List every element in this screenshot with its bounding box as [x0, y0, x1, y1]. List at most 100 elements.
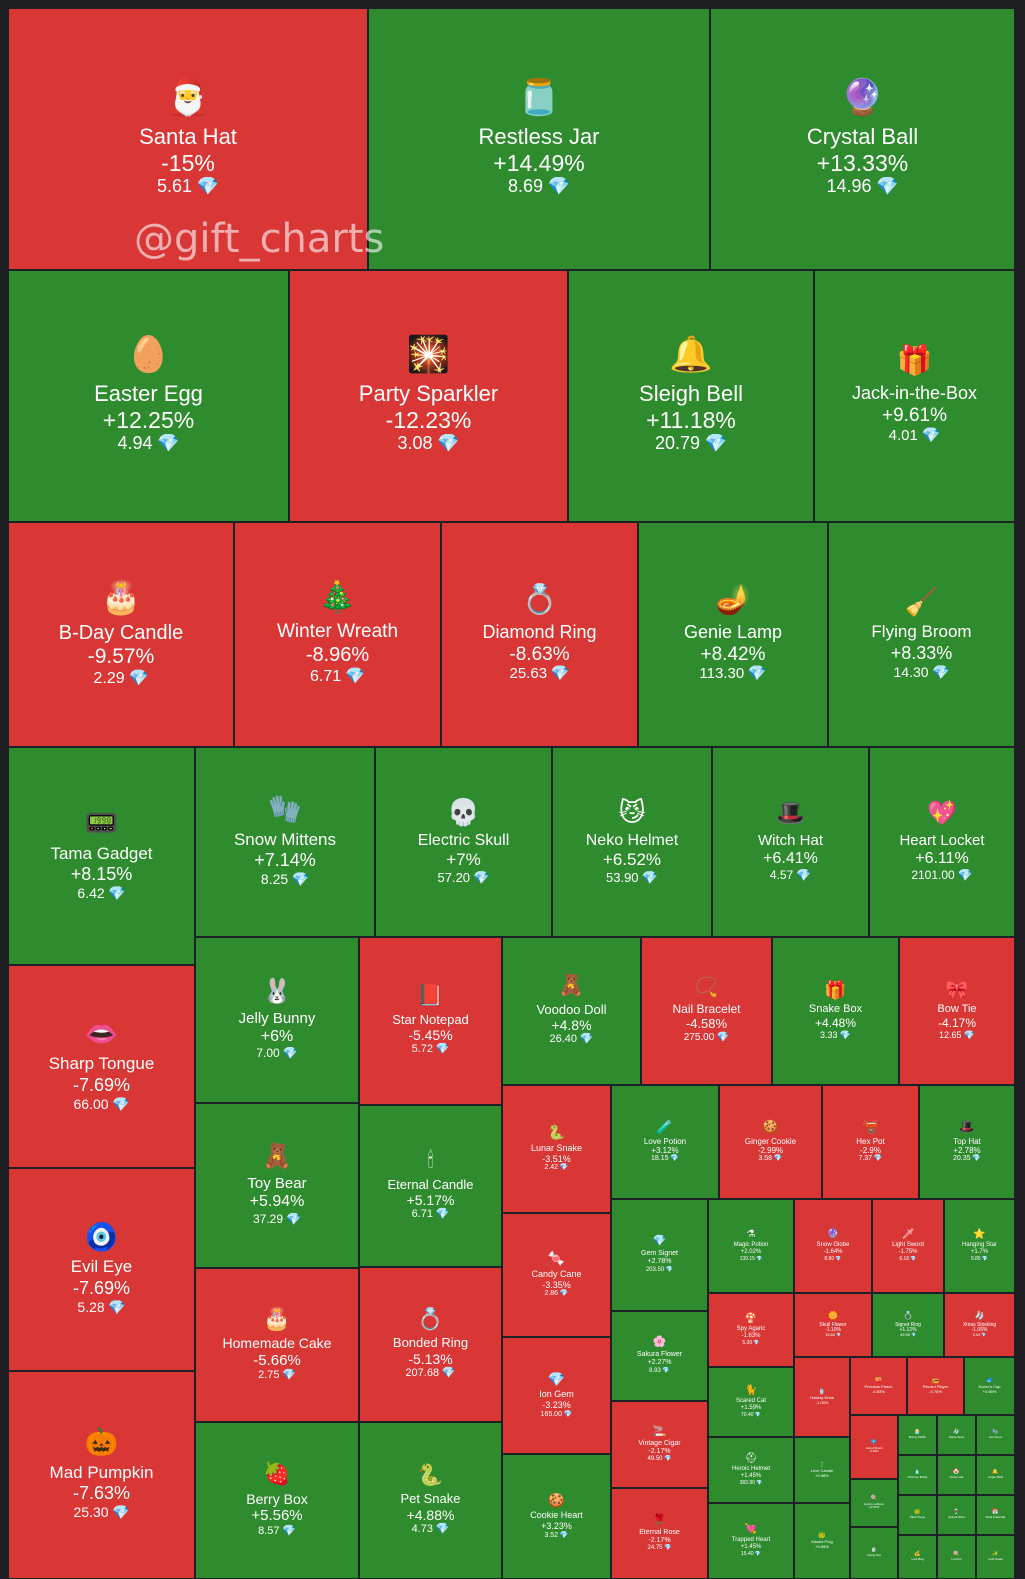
tile-neko-helmet[interactable]: 😼 Neko Helmet +6.52% 53.90 💎	[552, 747, 712, 937]
tile-spiced-wine[interactable]: 🍷 Spiced Wine	[937, 1495, 976, 1535]
tile-homemade-cake[interactable]: 🎂 Homemade Cake -5.66% 2.75 💎	[195, 1268, 359, 1422]
tile-holiday-drink[interactable]: 🥤 Holiday Drink -1.05%	[794, 1357, 850, 1437]
tile-name: Sleigh Bell	[639, 380, 743, 406]
tile-sleigh-bell[interactable]: 🔔 Sleigh Bell +11.18% 20.79 💎	[568, 270, 814, 522]
tile-snow-globe[interactable]: 🔮 Snow Globe -1.64% 8.80💎	[794, 1199, 872, 1293]
tile-bonded-ring[interactable]: 💍 Bonded Ring -5.13% 207.68 💎	[359, 1267, 502, 1422]
tile-signet-ring[interactable]: 💍 Signet Ring +1.12% 49.55💎	[872, 1293, 944, 1357]
tile-ion-gem[interactable]: 💎 Ion Gem -3.23% 165.00 💎	[502, 1337, 611, 1454]
tile-heroic-helmet[interactable]: ⛑ Heroic Helmet +1.45% 383.90💎	[708, 1437, 794, 1503]
tile-loot-bag[interactable]: 💰 Loot Bag	[898, 1535, 937, 1579]
spiced-wine-icon: 🍷	[953, 1509, 960, 1516]
tile-top-hat[interactable]: 🎩 Top Hat +2.78% 20.35 💎	[919, 1085, 1015, 1199]
tile-jack-in-the-box[interactable]: 🎁 Jack-in-the-Box +9.61% 4.01 💎	[814, 270, 1015, 522]
tile-perfume-bottle[interactable]: 🧴 Perfume Bottle	[898, 1455, 937, 1495]
tile-easter-egg[interactable]: 🥚 Easter Egg +12.25% 4.94 💎	[8, 270, 289, 522]
tile-voodoo-doll[interactable]: 🧸 Voodoo Doll +4.8% 26.40 💎	[502, 937, 641, 1085]
tile-candy-cane[interactable]: 🍬 Candy Cane -3.35% 2.86 💎	[502, 1213, 611, 1337]
tile-cold-spark[interactable]: ✨ Cold Spark	[976, 1535, 1015, 1579]
tile-eternal-candle[interactable]: 🕯 Eternal Candle +5.17% 6.71 💎	[359, 1105, 502, 1267]
tile-witch-hat[interactable]: 🎩 Witch Hat +6.41% 4.57 💎	[712, 747, 869, 937]
tile-light-sword[interactable]: 🗡 Light Sword -1.75% 6.16💎	[872, 1199, 944, 1293]
tile-pet-snake[interactable]: 🐍 Pet Snake +4.88% 4.73 💎	[359, 1422, 502, 1579]
tile-trapped-heart[interactable]: 💘 Trapped Heart +1.45% 15.40💎	[708, 1503, 794, 1579]
party-sparkler-icon: 🎇	[406, 334, 451, 374]
tile-precious-peach[interactable]: 🍑 Precious Peach -0.83%	[850, 1357, 907, 1415]
diamond-icon: 💎	[112, 1095, 130, 1112]
tile-snow-mittens[interactable]: 🧤 Snow Mittens +7.14% 8.25 💎	[195, 747, 375, 937]
tile-hex-pot[interactable]: 🫕 Hex Pot -2.9% 7.37 💎	[822, 1085, 919, 1199]
star-notepad-icon: 📕	[417, 984, 444, 1008]
tile-genie-lamp[interactable]: 🪔 Genie Lamp +8.42% 113.30 💎	[638, 522, 828, 747]
tile-flying-broom[interactable]: 🧹 Flying Broom +8.33% 14.30 💎	[828, 522, 1015, 747]
tile-restless-jar[interactable]: 🫙 Restless Jar +14.49% 8.69 💎	[368, 8, 710, 270]
tile-hypno-lollipop[interactable]: 🍭 Hypno Lollipop +0.55%	[850, 1479, 898, 1527]
tile-gem-signet[interactable]: 💎 Gem Signet +2.78% 203.50 💎	[611, 1199, 708, 1311]
tile-love-potion[interactable]: 🧪 Love Potion +3.12% 18.15 💎	[611, 1085, 719, 1199]
tile-santa-sock[interactable]: 🧦 Santa Sock	[937, 1415, 976, 1455]
tile-name: Eternal Candle	[387, 1176, 474, 1192]
diamond-icon: 💎	[559, 1164, 569, 1172]
tile-berry-box[interactable]: 🍓 Berry Box +5.56% 8.57 💎	[195, 1422, 359, 1579]
tile-ginger-cookie[interactable]: 🍪 Ginger Cookie -2.99% 3.58 💎	[719, 1085, 822, 1199]
tile-flying-tea[interactable]: 🍵 Flying Tea	[850, 1527, 898, 1579]
tile-change: +0.55%	[868, 1505, 880, 1510]
bow-tie-icon: 🎀	[945, 979, 969, 1000]
tile-durov-s-cap[interactable]: 🧢 Durov's Cap +0.65%	[964, 1357, 1015, 1415]
tile-change: -1.75%	[898, 1249, 918, 1256]
tile-price: 25.30	[73, 1504, 109, 1521]
tile-plush-pepe[interactable]: 🐸 Plush Pepe	[898, 1495, 937, 1535]
tile-sharp-tongue[interactable]: 👄 Sharp Tongue -7.69% 66.00 💎	[8, 965, 195, 1168]
tile-tama-gadget[interactable]: 📟 Tama Gadget +8.15% 6.42 💎	[8, 747, 195, 965]
tile-b-day-candle[interactable]: 🎂 B-Day Candle -9.57% 2.29 💎	[8, 522, 234, 747]
tile-mad-pumpkin[interactable]: 🎃 Mad Pumpkin -7.63% 25.30 💎	[8, 1371, 195, 1579]
tile-crystal-ball[interactable]: 🔮 Crystal Ball +13.33% 14.96 💎	[710, 8, 1015, 270]
tile-lunar-snake[interactable]: 🐍 Lunar Snake -3.51% 2.42 💎	[502, 1085, 611, 1213]
tile-record-player[interactable]: 📻 Record Player -0.76%	[907, 1357, 964, 1415]
tile-love-candle[interactable]: 🕯 Love Candle +0.98%	[794, 1437, 850, 1503]
tile-hot-glove[interactable]: 🧤 Hot Glove	[976, 1415, 1015, 1455]
tile-snake-box[interactable]: 🎁 Snake Box +4.48% 3.33 💎	[772, 937, 899, 1085]
tile-name: Spy Agaric	[736, 1326, 766, 1333]
tile-nail-bracelet[interactable]: 📿 Nail Bracelet -4.58% 275.00 💎	[641, 937, 772, 1085]
tile-change: +2.78%	[953, 1146, 981, 1156]
tile-xmas-stocking[interactable]: 🧦 Xmas Stocking -1.06% 3.04💎	[944, 1293, 1015, 1357]
tile-change: +13.33%	[816, 150, 909, 177]
tile-electric-skull[interactable]: 💀 Electric Skull +7% 57.20 💎	[375, 747, 552, 937]
tile-cookie-heart[interactable]: 🍪 Cookie Heart +3.23% 3.52 💎	[502, 1454, 611, 1579]
tile-name: Scared Cat	[735, 1398, 766, 1405]
tile-party-sparkler[interactable]: 🎇 Party Sparkler -12.23% 3.08 💎	[289, 270, 568, 522]
tile-spy-agaric[interactable]: 🍄 Spy Agaric -1.63% 5.30💎	[708, 1293, 794, 1367]
tile-skull-flower[interactable]: 🌼 Skull Flower -1.10% 15.85💎	[794, 1293, 872, 1357]
tile-evil-eye[interactable]: 🧿 Evil Eye -7.69% 5.28 💎	[8, 1168, 195, 1371]
tile-bow-tie[interactable]: 🎀 Bow Tie -4.17% 12.65 💎	[899, 937, 1015, 1085]
tile-name: Hypno Lollipop	[864, 1501, 884, 1506]
tile-bunny-muffin[interactable]: 🧁 Bunny Muffin	[898, 1415, 937, 1455]
tile-hanging-star[interactable]: ⭐ Hanging Star +1.7% 9.85💎	[944, 1199, 1015, 1293]
tile-star-notepad[interactable]: 📕 Star Notepad -5.45% 5.72 💎	[359, 937, 502, 1105]
tile-diamond-ring[interactable]: 💍 Diamond Ring -8.63% 25.63 💎	[441, 522, 638, 747]
tile-kissed-frog[interactable]: 🐸 Kissed Frog +0.85%	[794, 1503, 850, 1579]
tile-jingle-bells[interactable]: 🔔 Jingle Bells	[976, 1455, 1015, 1495]
tile-name: Restless Jar	[478, 123, 600, 149]
tile-astral-shard[interactable]: 💠 Astral Shard -0.63%	[850, 1415, 898, 1479]
tile-winter-wreath[interactable]: 🎄 Winter Wreath -8.96% 6.71 💎	[234, 522, 441, 747]
tile-heart-locket[interactable]: 💖 Heart Locket +6.11% 2101.00 💎	[869, 747, 1015, 937]
tile-name: Kissed Frog	[811, 1539, 833, 1545]
diamond-icon: 💎	[282, 1046, 298, 1060]
tile-magic-potion[interactable]: ⚗ Magic Potion +2.02% 139.15💎	[708, 1199, 794, 1293]
tile-jester-hat[interactable]: 🤡 Jester Hat	[937, 1455, 976, 1495]
tile-desk-calendar[interactable]: 📅 Desk Calendar	[976, 1495, 1015, 1535]
tile-scared-cat[interactable]: 🐈 Scared Cat +1.59% 70.40💎	[708, 1367, 794, 1437]
tile-price: 5.30	[742, 1340, 753, 1347]
jester-hat-icon: 🤡	[953, 1469, 960, 1476]
tile-santa-hat[interactable]: 🎅 Santa Hat -15% 5.61 💎	[8, 8, 368, 270]
tile-jelly-bunny[interactable]: 🐰 Jelly Bunny +6% 7.00 💎	[195, 937, 359, 1103]
tile-sakura-flower[interactable]: 🌸 Sakura Flower +2.27% 8.93 💎	[611, 1311, 708, 1401]
santa-hat-icon: 🎅	[166, 77, 210, 117]
tile-name: Holiday Drink	[810, 1395, 834, 1401]
tile-lol-pop[interactable]: 🍭 Lol Pop	[937, 1535, 976, 1579]
tile-toy-bear[interactable]: 🧸 Toy Bear +5.94% 37.29 💎	[195, 1103, 359, 1268]
tile-eternal-rose[interactable]: 🌹 Eternal Rose -2.17% 24.75 💎	[611, 1488, 708, 1579]
tile-vintage-cigar[interactable]: 🚬 Vintage Cigar -2.17% 49.50 💎	[611, 1401, 708, 1488]
